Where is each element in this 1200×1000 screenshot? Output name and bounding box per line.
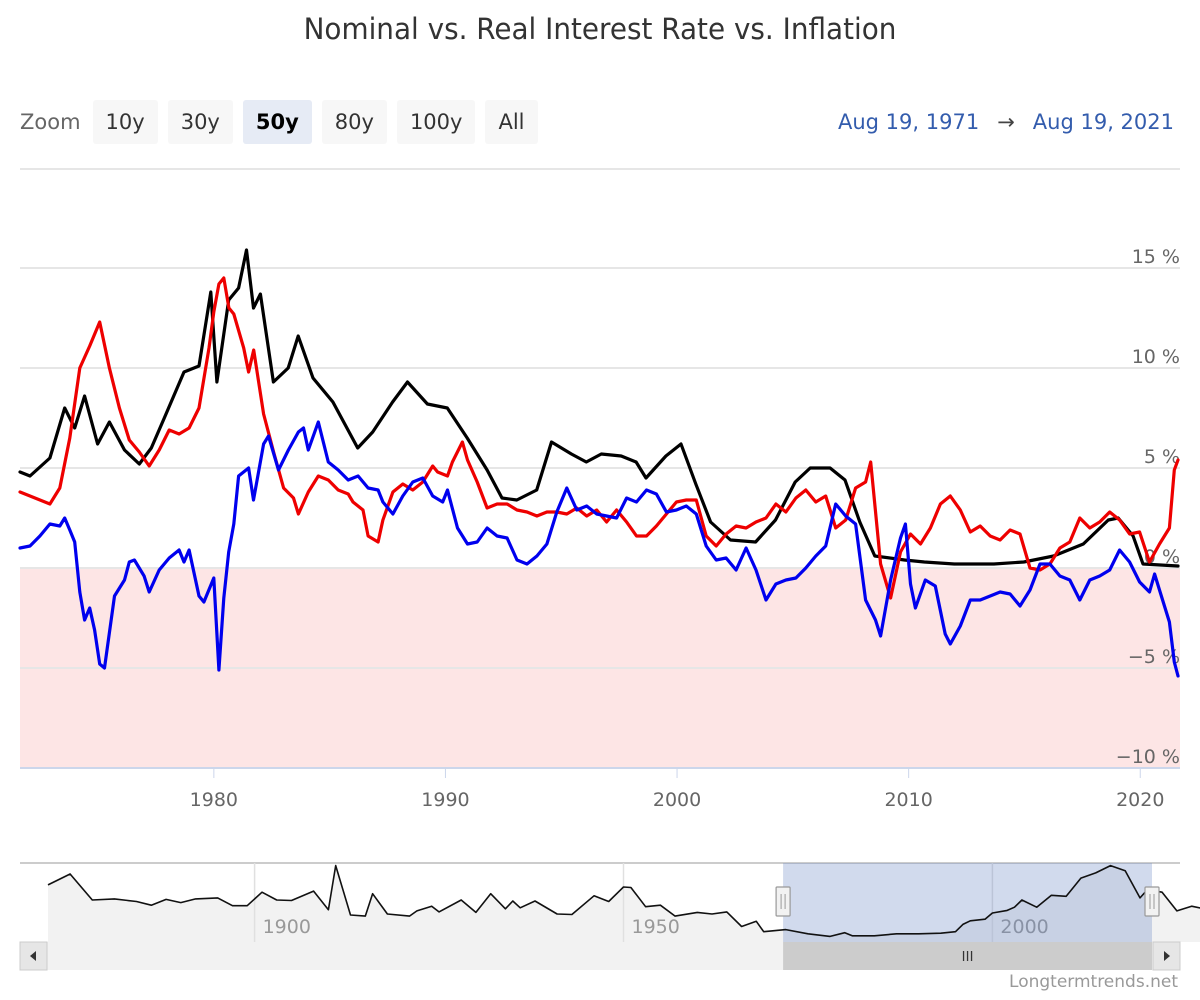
- navigator-series-line: [47, 864, 1200, 938]
- zoom-selector: Zoom 10y 30y 50y 80y 100y All: [20, 100, 548, 144]
- date-range: Aug 19, 1971 → Aug 19, 2021: [838, 104, 1174, 140]
- navigator-tick-label: 2000: [1000, 916, 1048, 938]
- navigator-selection-mask: [783, 863, 1152, 942]
- credits-link[interactable]: Longtermtrends.net: [1009, 972, 1178, 992]
- y-tick-label: 15 %: [1132, 246, 1180, 268]
- zoom-button-80y[interactable]: 80y: [321, 100, 387, 144]
- arrow-right-icon: [1164, 951, 1170, 961]
- x-tick-label: 2010: [884, 789, 932, 811]
- x-tick-label: 1980: [190, 789, 238, 811]
- zoom-button-100y[interactable]: 100y: [396, 100, 476, 144]
- navigator-left-handle[interactable]: [775, 886, 791, 917]
- header-divider: [20, 168, 1180, 170]
- zoom-button-10y[interactable]: 10y: [92, 100, 158, 144]
- navigator-tick-label: 1950: [631, 916, 679, 938]
- handle-body: [775, 886, 791, 917]
- zoom-button-50y[interactable]: 50y: [242, 100, 312, 144]
- zoom-button-30y[interactable]: 30y: [167, 100, 233, 144]
- series-line-real-interest-rate: [18, 420, 1180, 678]
- handle-body: [1144, 886, 1160, 917]
- navigator-tick-label: 1900: [263, 916, 311, 938]
- zoom-label: Zoom: [20, 110, 81, 134]
- x-tick-label: 2020: [1116, 789, 1164, 811]
- x-tick-label: 1990: [421, 789, 469, 811]
- y-tick-label: −5 %: [1128, 646, 1180, 668]
- series-line-nominal-interest-rate: [18, 248, 1180, 568]
- range-arrow-icon: →: [997, 110, 1015, 134]
- y-tick-label: 10 %: [1132, 346, 1180, 368]
- range-to-date[interactable]: Aug 19, 2021: [1032, 110, 1174, 134]
- y-tick-label: 5 %: [1144, 446, 1180, 468]
- scroll-right-button[interactable]: [1152, 941, 1181, 971]
- arrow-left-icon: [30, 951, 36, 961]
- navigator-right-handle[interactable]: [1144, 886, 1160, 917]
- y-tick-label: −10 %: [1116, 746, 1180, 768]
- range-from-date[interactable]: Aug 19, 1971: [837, 110, 980, 134]
- y-tick-label: 0 %: [1144, 546, 1180, 568]
- series-line-inflation: [18, 276, 1180, 600]
- x-tick-label: 2000: [653, 789, 701, 811]
- zoom-button-all[interactable]: All: [485, 100, 538, 144]
- chart-title: Nominal vs. Real Interest Rate vs. Infla…: [303, 12, 897, 46]
